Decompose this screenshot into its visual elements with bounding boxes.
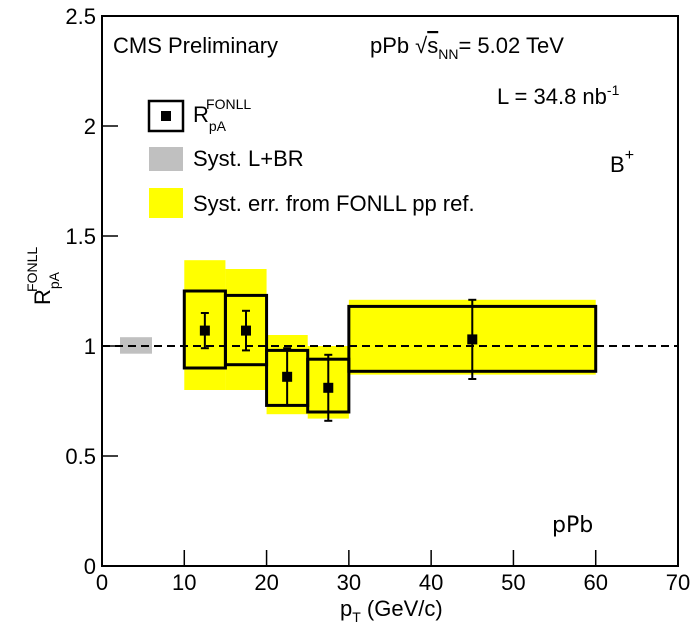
system-label: pPb bbox=[552, 513, 593, 538]
y-tick-label: 0 bbox=[84, 554, 96, 579]
energy-var: s bbox=[427, 33, 438, 58]
x-label-base: p bbox=[340, 596, 352, 621]
energy-sub: NN bbox=[438, 46, 458, 62]
legend: RpA FONLL Syst. L+BR Syst. err. from FONL… bbox=[147, 96, 475, 218]
x-tick-label: 20 bbox=[254, 570, 278, 595]
x-tick-label: 50 bbox=[501, 570, 525, 595]
x-tick-label: 0 bbox=[96, 570, 108, 595]
data-point bbox=[199, 325, 210, 336]
x-label-sub: T bbox=[352, 609, 361, 625]
y-tick-label: 2 bbox=[84, 114, 96, 139]
plot-marks bbox=[102, 260, 678, 422]
data-point bbox=[323, 382, 334, 393]
x-axis-label: pT (GeV/c) bbox=[340, 596, 443, 625]
x-label-rest: (GeV/c) bbox=[361, 596, 443, 621]
experiment-label: CMS Preliminary bbox=[113, 33, 278, 58]
legend-data-base: R bbox=[193, 102, 209, 127]
syst-box bbox=[223, 293, 269, 367]
y-tick-label: 0.5 bbox=[65, 444, 96, 469]
plot-frame bbox=[101, 15, 679, 567]
legend-global-syst-swatch bbox=[149, 147, 183, 171]
y-label-base: R bbox=[30, 289, 55, 305]
data-point bbox=[282, 371, 293, 382]
x-tick-label: 30 bbox=[337, 570, 361, 595]
y-tick-label: 2.5 bbox=[65, 4, 96, 29]
y-label-sub: pA bbox=[46, 271, 62, 289]
particle-label: B+ bbox=[610, 147, 634, 177]
legend-global-syst-label: Syst. L+BR bbox=[193, 146, 304, 171]
x-tick-label: 10 bbox=[172, 570, 196, 595]
legend-data-marker bbox=[161, 111, 171, 121]
lumi-text: L = 34.8 nb bbox=[497, 84, 607, 109]
x-tick-label: 70 bbox=[666, 570, 690, 595]
energy-label: pPb √sNN= 5.02 TeV bbox=[370, 33, 564, 62]
legend-fonll-syst-swatch bbox=[149, 188, 183, 218]
legend-data-label: RpA FONLL bbox=[193, 96, 251, 134]
x-tick-label: 40 bbox=[419, 570, 443, 595]
legend-data-sub: pA bbox=[209, 118, 227, 134]
energy-rest: = 5.02 TeV bbox=[458, 33, 564, 58]
particle-sup: + bbox=[625, 147, 634, 164]
y-tick-label: 1.5 bbox=[65, 224, 96, 249]
legend-fonll-syst-label: Syst. err. from FONLL pp ref. bbox=[193, 191, 475, 216]
y-axis-label: RpA FONLL bbox=[24, 247, 62, 305]
y-label-sup: FONLL bbox=[24, 247, 40, 292]
y-tick-label: 1 bbox=[84, 334, 96, 359]
legend-data-sup: FONLL bbox=[206, 96, 251, 112]
x-tick-label: 60 bbox=[583, 570, 607, 595]
lumi-label: L = 34.8 nb-1 bbox=[497, 82, 620, 109]
energy-system: pPb bbox=[370, 33, 409, 58]
data-point bbox=[467, 334, 478, 345]
data-point bbox=[241, 325, 251, 336]
energy-root: √ bbox=[415, 33, 428, 58]
lumi-sup: -1 bbox=[607, 82, 620, 98]
particle-base: B bbox=[610, 152, 625, 177]
